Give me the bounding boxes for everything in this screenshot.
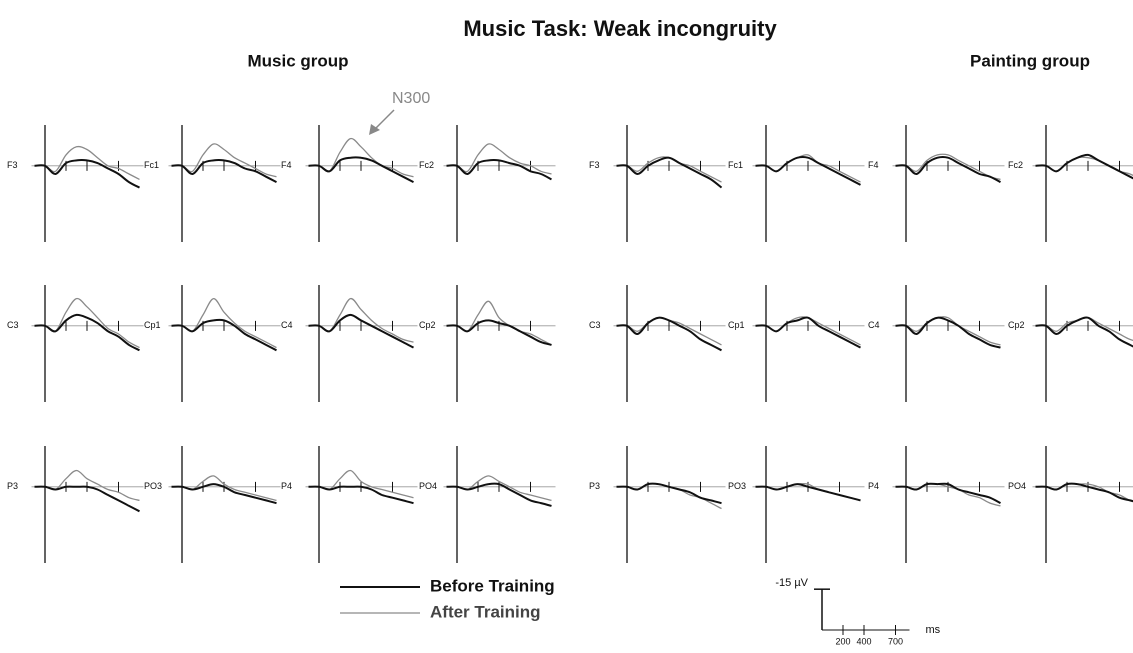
channel-label: F4 <box>868 160 879 170</box>
channel-label: P4 <box>281 481 292 491</box>
channel-label: Cp2 <box>1008 320 1025 330</box>
channel-label: C4 <box>868 320 880 330</box>
channel-label: F3 <box>589 160 600 170</box>
group-title: Music group <box>247 51 348 70</box>
legend-label: Before Training <box>430 576 555 595</box>
figure-title: Music Task: Weak incongruity <box>463 16 777 41</box>
scale-unit: ms <box>926 624 941 636</box>
channel-label: PO3 <box>144 481 162 491</box>
channel-label: F3 <box>7 160 18 170</box>
channel-label: Fc2 <box>419 160 434 170</box>
channel-label: PO4 <box>1008 481 1026 491</box>
channel-label: P3 <box>7 481 18 491</box>
scale-tick-label: 700 <box>888 636 903 646</box>
channel-label: Fc1 <box>144 160 159 170</box>
erp-wave <box>309 315 414 348</box>
channel-label: PO4 <box>419 481 437 491</box>
channel-label: C4 <box>281 320 293 330</box>
scale-label: -15 µV <box>775 577 808 589</box>
channel-label: Cp1 <box>728 320 745 330</box>
annotation-arrow <box>374 110 394 130</box>
scale-tick-label: 200 <box>835 636 850 646</box>
channel-label: Fc2 <box>1008 160 1023 170</box>
channel-label: C3 <box>7 320 19 330</box>
channel-label: Fc1 <box>728 160 743 170</box>
annotation: N300 <box>392 90 430 107</box>
erp-wave <box>447 320 552 345</box>
legend-label: After Training <box>430 602 541 621</box>
channel-label: F4 <box>281 160 292 170</box>
channel-label: P3 <box>589 481 600 491</box>
erp-wave <box>35 315 140 350</box>
group-title: Painting group <box>970 51 1090 70</box>
erp-wave <box>1036 155 1133 182</box>
channel-label: PO3 <box>728 481 746 491</box>
channel-label: Cp1 <box>144 320 161 330</box>
scale-tick-label: 400 <box>856 636 871 646</box>
channel-label: Cp2 <box>419 320 436 330</box>
channel-label: C3 <box>589 320 601 330</box>
channel-label: P4 <box>868 481 879 491</box>
